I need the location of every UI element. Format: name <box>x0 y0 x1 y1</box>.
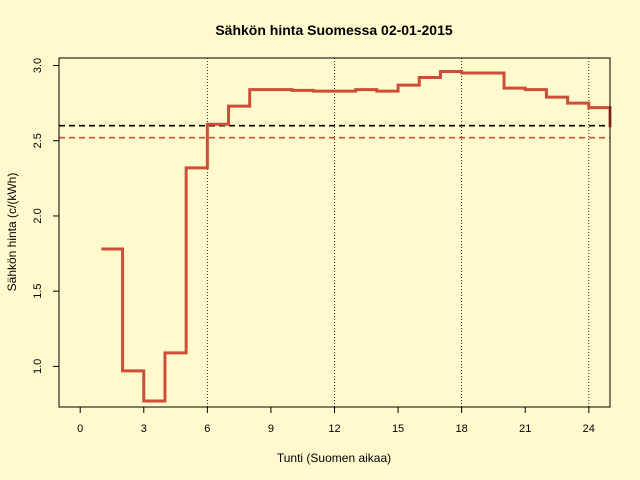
x-tick-label: 24 <box>583 423 595 435</box>
reference-lines <box>59 124 610 139</box>
x-tick-label: 3 <box>141 423 147 435</box>
y-tick-label: 1.0 <box>32 359 44 374</box>
y-tick-label: 3.0 <box>32 58 44 73</box>
vertical-gridlines <box>206 58 590 407</box>
y-tick-label: 1.5 <box>32 284 44 299</box>
y-tick-label: 2.5 <box>32 133 44 148</box>
x-axis-title: Tunti (Suomen aikaa) <box>277 451 391 465</box>
price-step-line <box>101 70 612 403</box>
x-tick-label: 0 <box>77 423 83 435</box>
y-tick-label: 2.0 <box>32 208 44 223</box>
x-tick-label: 18 <box>456 423 468 435</box>
chart-title: Sähkön hinta Suomessa 02-01-2015 <box>215 22 453 38</box>
x-tick-label: 21 <box>519 423 531 435</box>
series-group <box>101 70 612 403</box>
x-tick-label: 6 <box>204 423 210 435</box>
x-tick-label: 9 <box>268 423 274 435</box>
y-axis: 1.0 1.5 2.0 2.5 3.0 <box>32 58 59 374</box>
y-axis-title: Sähkön hinta (c/(kWh) <box>5 173 19 292</box>
x-axis: 0 3 6 9 12 15 18 21 24 <box>77 407 595 435</box>
x-tick-label: 12 <box>328 423 340 435</box>
x-tick-label: 15 <box>392 423 404 435</box>
